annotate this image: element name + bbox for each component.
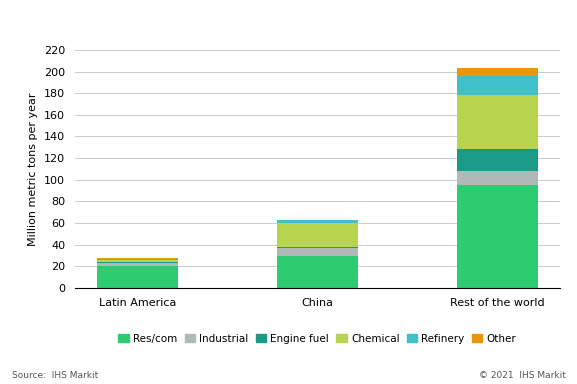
Bar	[457, 76, 538, 95]
Bar	[97, 262, 178, 263]
Bar	[457, 68, 538, 76]
Bar	[97, 260, 178, 262]
Bar	[97, 258, 178, 259]
Text: © 2021  IHS Markit: © 2021 IHS Markit	[478, 371, 565, 380]
Y-axis label: Million metric tons per year: Million metric tons per year	[28, 92, 39, 246]
Bar	[277, 255, 358, 288]
Bar	[97, 266, 178, 288]
Bar	[457, 171, 538, 185]
Text: Source:  IHS Markit: Source: IHS Markit	[12, 371, 98, 380]
Bar	[277, 223, 358, 247]
Bar	[97, 259, 178, 260]
Bar	[457, 185, 538, 288]
Bar	[457, 95, 538, 149]
Bar	[97, 263, 178, 266]
Text: LPG demand by sector  and region (2020): LPG demand by sector and region (2020)	[9, 16, 366, 31]
Bar	[457, 149, 538, 171]
Bar	[277, 247, 358, 248]
Legend: Res/com, Industrial, Engine fuel, Chemical, Refinery, Other: Res/com, Industrial, Engine fuel, Chemic…	[114, 330, 520, 348]
Bar	[277, 220, 358, 223]
Bar	[277, 248, 358, 255]
